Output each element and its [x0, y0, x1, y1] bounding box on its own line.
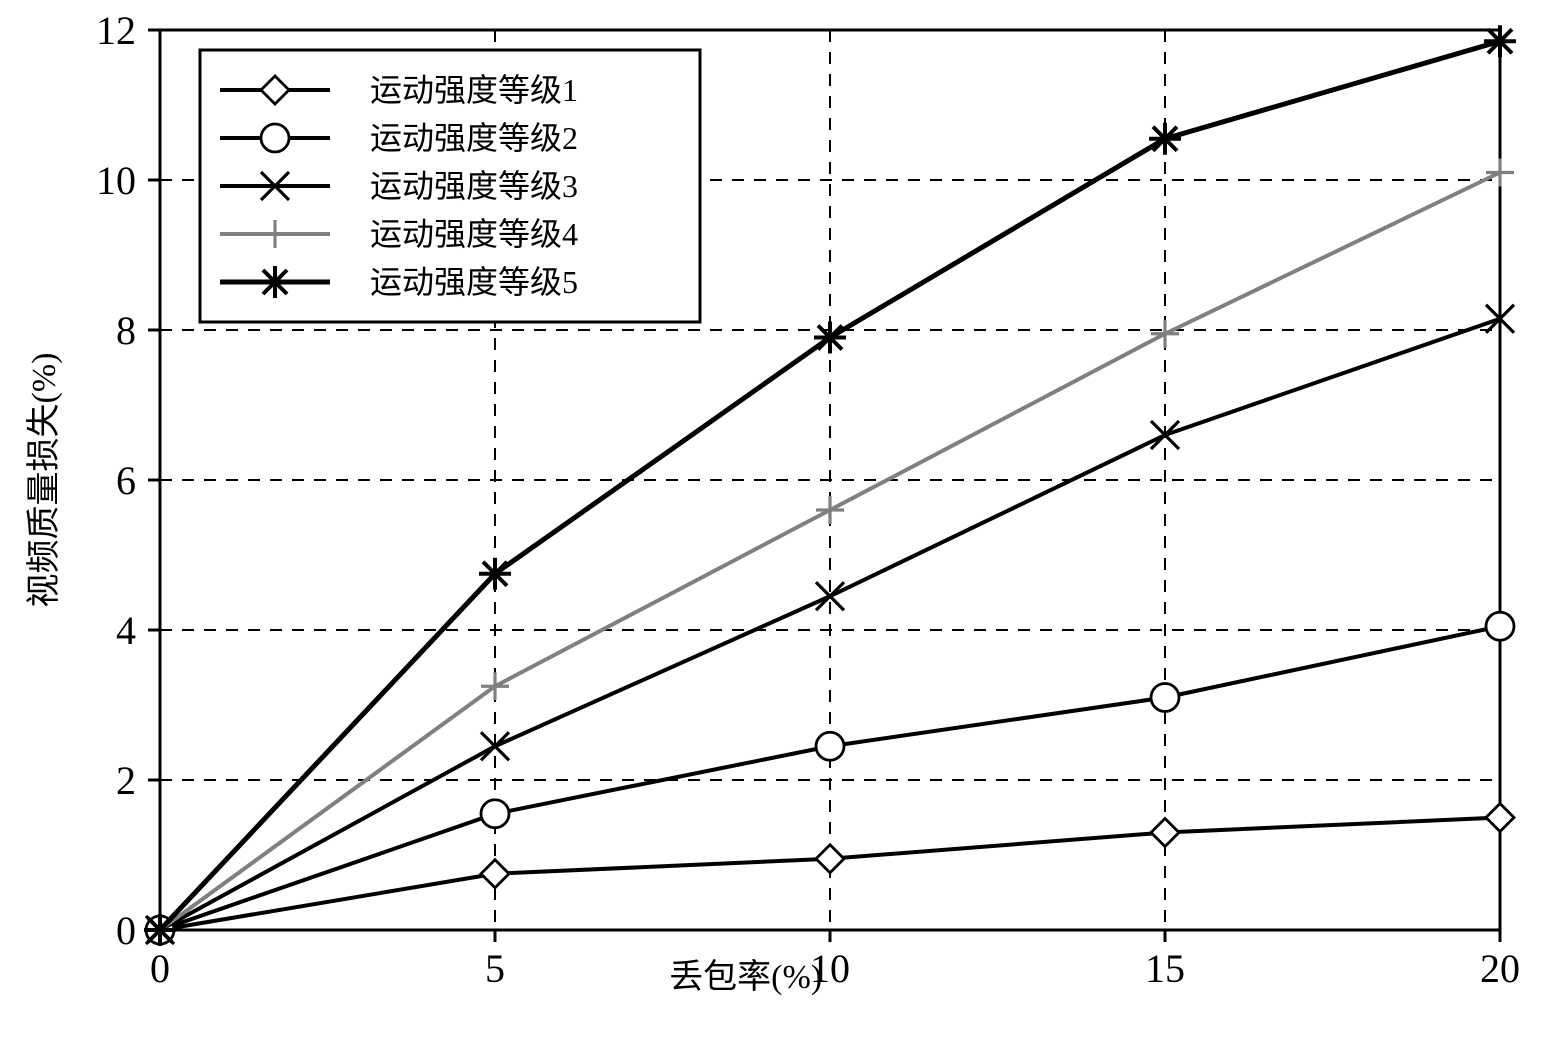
svg-text:0: 0 — [116, 908, 136, 953]
legend-label-5: 运动强度等级5 — [370, 264, 578, 300]
chart-container: 05101520024681012丢包率(%)视频质量损失(%)运动强度等级1运… — [0, 0, 1545, 1051]
legend: 运动强度等级1 运动强度等级2 运动强度等级3 运动强度等级4 运动强度等级5 — [200, 50, 700, 322]
svg-text:15: 15 — [1145, 946, 1185, 991]
legend-label-3: 运动强度等级3 — [370, 168, 578, 204]
svg-text:20: 20 — [1480, 946, 1520, 991]
legend-label-4: 运动强度等级4 — [370, 216, 578, 252]
svg-text:0: 0 — [150, 946, 170, 991]
svg-text:5: 5 — [485, 946, 505, 991]
x-axis-label: 丢包率(%) — [669, 958, 822, 996]
legend-label-1: 运动强度等级1 — [370, 72, 578, 108]
svg-text:2: 2 — [116, 758, 136, 803]
svg-text:8: 8 — [116, 308, 136, 353]
svg-text:6: 6 — [116, 458, 136, 503]
svg-text:10: 10 — [96, 158, 136, 203]
line-chart: 05101520024681012丢包率(%)视频质量损失(%)运动强度等级1运… — [0, 0, 1545, 1051]
svg-text:4: 4 — [116, 608, 136, 653]
y-axis-label: 视频质量损失(%) — [25, 353, 63, 608]
legend-label-2: 运动强度等级2 — [370, 120, 578, 156]
svg-text:12: 12 — [96, 8, 136, 53]
